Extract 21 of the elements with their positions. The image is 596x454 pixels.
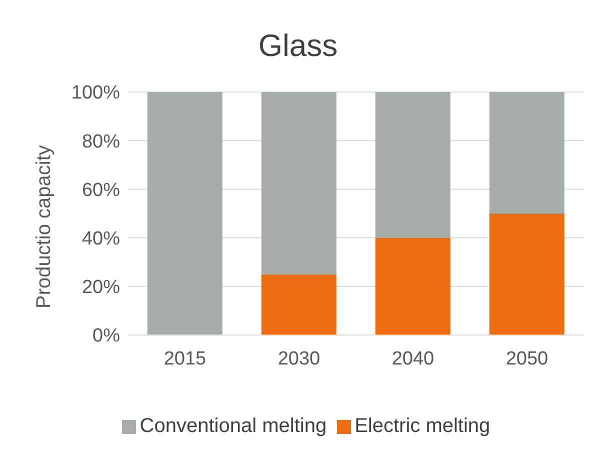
- bar: [147, 92, 222, 335]
- bar: [489, 214, 564, 335]
- x-tick-label: 2015: [164, 348, 206, 370]
- y-tick-label: 100%: [71, 82, 120, 104]
- bar: [261, 274, 336, 335]
- y-tick-label: 20%: [82, 277, 120, 298]
- y-tick-label: 80%: [82, 131, 120, 152]
- y-tick-label: 60%: [82, 180, 120, 201]
- x-tick-label: 2050: [506, 348, 548, 370]
- chart-title: Glass: [257, 28, 339, 64]
- bar: [375, 238, 450, 335]
- y-axis-title: Productio capacity: [33, 145, 56, 308]
- y-tick-label: 40%: [82, 228, 120, 250]
- y-tick-label: 0%: [92, 326, 120, 347]
- legend-label: Electric melting: [354, 415, 490, 437]
- legend-label: Conventional melting: [140, 415, 327, 437]
- bar: [261, 92, 336, 274]
- bar: [489, 92, 564, 214]
- bar: [375, 92, 450, 238]
- x-tick-label: 2030: [278, 348, 320, 370]
- x-tick-label: 2040: [392, 348, 434, 370]
